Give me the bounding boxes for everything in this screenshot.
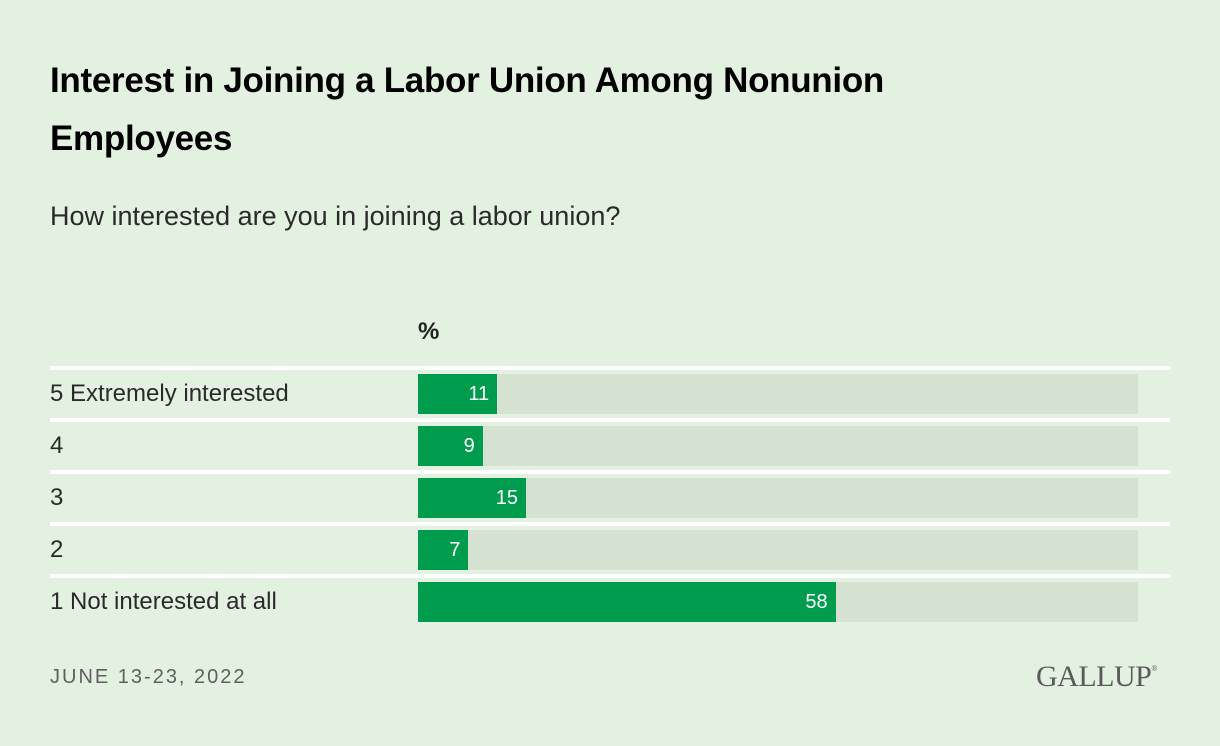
unit-label: % <box>418 318 440 345</box>
chart-subtitle: How interested are you in joining a labo… <box>50 201 621 231</box>
bar-value: 11 <box>468 383 490 405</box>
row-separator <box>50 366 1170 370</box>
bar-value: 58 <box>805 591 828 613</box>
bar: 9 <box>418 426 483 466</box>
category-label: 4 <box>50 432 64 459</box>
category-label: 1 Not interested at all <box>50 588 277 615</box>
category-label: 5 Extremely interested <box>50 380 289 407</box>
bar-track: 11 <box>418 374 1138 414</box>
gallup-logo: GALLUP® <box>1036 660 1157 694</box>
bar-track: 15 <box>418 478 1138 518</box>
bar-chart: 5 Extremely interested 11 4 9 3 15 2 7 1 Not int… <box>50 366 1170 626</box>
category-label: 3 <box>50 484 64 511</box>
registered-mark: ® <box>1151 664 1157 673</box>
bar: 58 <box>418 582 836 622</box>
bar-value: 9 <box>463 435 475 457</box>
bar-value: 7 <box>449 539 461 561</box>
bar-track: 9 <box>418 426 1138 466</box>
row-separator <box>50 470 1170 474</box>
bar: 7 <box>418 530 469 570</box>
category-label: 2 <box>50 536 64 563</box>
row-separator <box>50 522 1170 526</box>
bar-row: 1 Not interested at all 58 <box>50 574 1170 626</box>
bar-row: 5 Extremely interested 11 <box>50 366 1170 418</box>
row-separator <box>50 574 1170 578</box>
survey-date: JUNE 13-23, 2022 <box>50 666 247 688</box>
bar-value: 15 <box>495 487 518 509</box>
bar: 11 <box>418 374 498 414</box>
bar-track: 7 <box>418 530 1138 570</box>
row-separator <box>50 418 1170 422</box>
bar-track: 58 <box>418 582 1138 622</box>
chart-title: Interest in Joining a Labor Union Among … <box>50 61 884 158</box>
bar: 15 <box>418 478 526 518</box>
logo-text: GALLUP <box>1036 660 1152 693</box>
bar-row: 3 15 <box>50 470 1170 522</box>
